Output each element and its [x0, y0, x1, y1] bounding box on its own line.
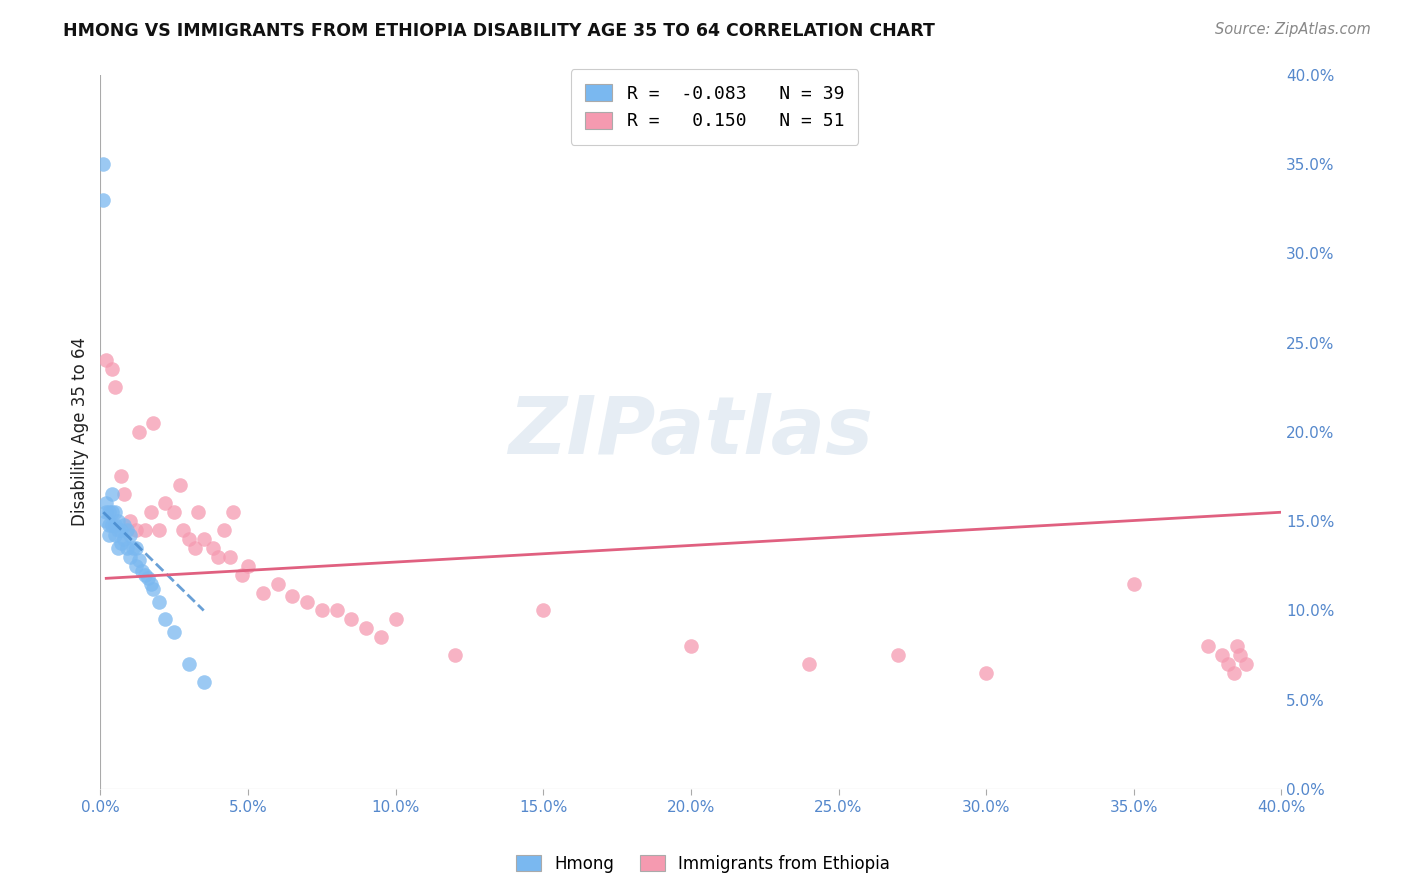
- Point: [172, 523, 194, 537]
- Point: [1223, 666, 1246, 681]
- Point: [115, 523, 138, 537]
- Point: [118, 514, 141, 528]
- Point: [148, 523, 170, 537]
- Text: Source: ZipAtlas.com: Source: ZipAtlas.com: [1215, 22, 1371, 37]
- Legend: R =  -0.083   N = 39, R =   0.150   N = 51: R = -0.083 N = 39, R = 0.150 N = 51: [571, 70, 859, 145]
- Y-axis label: Disability Age 35 to 64: Disability Age 35 to 64: [72, 337, 89, 526]
- Point: [207, 549, 229, 564]
- Legend: Hmong, Immigrants from Ethiopia: Hmong, Immigrants from Ethiopia: [509, 848, 897, 880]
- Point: [110, 469, 132, 483]
- Point: [96, 353, 118, 368]
- Point: [974, 666, 997, 681]
- Point: [104, 517, 127, 532]
- Point: [281, 589, 304, 603]
- Point: [531, 603, 554, 617]
- Point: [101, 362, 124, 376]
- Point: [177, 532, 200, 546]
- Point: [115, 541, 138, 555]
- Point: [96, 496, 118, 510]
- Point: [128, 553, 150, 567]
- Point: [148, 594, 170, 608]
- Point: [340, 612, 363, 626]
- Point: [311, 603, 333, 617]
- Point: [136, 571, 159, 585]
- Point: [193, 532, 215, 546]
- Point: [325, 603, 347, 617]
- Point: [96, 514, 118, 528]
- Point: [1234, 657, 1257, 671]
- Point: [1229, 648, 1251, 662]
- Point: [1122, 576, 1144, 591]
- Point: [155, 496, 177, 510]
- Point: [231, 567, 253, 582]
- Point: [112, 532, 135, 546]
- Point: [797, 657, 820, 671]
- Point: [101, 505, 124, 519]
- Point: [266, 576, 288, 591]
- Point: [236, 558, 259, 573]
- Point: [1226, 639, 1249, 653]
- Point: [125, 541, 148, 555]
- Point: [139, 505, 162, 519]
- Point: [91, 193, 114, 207]
- Point: [101, 517, 124, 532]
- Point: [252, 585, 274, 599]
- Point: [679, 639, 702, 653]
- Point: [96, 505, 118, 519]
- Point: [222, 505, 245, 519]
- Point: [354, 621, 377, 635]
- Point: [134, 523, 156, 537]
- Point: [142, 582, 165, 596]
- Point: [110, 523, 132, 537]
- Point: [177, 657, 200, 671]
- Point: [155, 612, 177, 626]
- Point: [219, 549, 242, 564]
- Point: [131, 564, 153, 578]
- Point: [107, 514, 129, 528]
- Point: [121, 541, 143, 555]
- Point: [1218, 657, 1240, 671]
- Point: [201, 541, 224, 555]
- Point: [125, 558, 148, 573]
- Point: [184, 541, 207, 555]
- Point: [370, 630, 392, 644]
- Point: [98, 517, 121, 532]
- Point: [163, 624, 186, 639]
- Point: [104, 528, 127, 542]
- Point: [98, 505, 121, 519]
- Point: [142, 416, 165, 430]
- Text: HMONG VS IMMIGRANTS FROM ETHIOPIA DISABILITY AGE 35 TO 64 CORRELATION CHART: HMONG VS IMMIGRANTS FROM ETHIOPIA DISABI…: [63, 22, 935, 40]
- Point: [384, 612, 406, 626]
- Point: [443, 648, 465, 662]
- Point: [886, 648, 908, 662]
- Point: [214, 523, 236, 537]
- Point: [101, 487, 124, 501]
- Point: [98, 528, 121, 542]
- Point: [125, 523, 148, 537]
- Point: [91, 157, 114, 171]
- Point: [118, 549, 141, 564]
- Point: [112, 517, 135, 532]
- Point: [118, 528, 141, 542]
- Point: [187, 505, 209, 519]
- Point: [107, 523, 129, 537]
- Point: [139, 576, 162, 591]
- Point: [295, 594, 318, 608]
- Point: [104, 505, 127, 519]
- Point: [107, 541, 129, 555]
- Point: [169, 478, 191, 492]
- Point: [134, 567, 156, 582]
- Point: [128, 425, 150, 439]
- Point: [193, 675, 215, 690]
- Point: [1211, 648, 1233, 662]
- Point: [112, 487, 135, 501]
- Point: [104, 380, 127, 394]
- Point: [110, 535, 132, 549]
- Point: [163, 505, 186, 519]
- Point: [1197, 639, 1219, 653]
- Text: ZIPatlas: ZIPatlas: [509, 392, 873, 471]
